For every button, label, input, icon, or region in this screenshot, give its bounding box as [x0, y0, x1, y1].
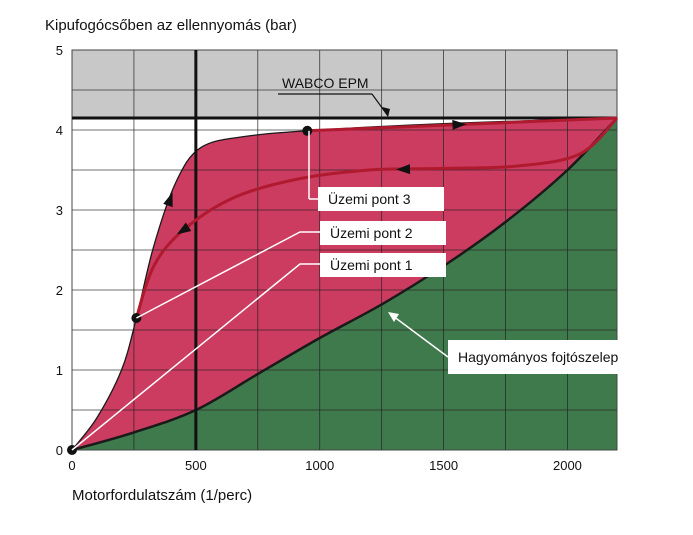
- conventional-throttle-curve: [71, 117, 618, 452]
- wabco-epm-arrowhead: [382, 107, 390, 117]
- x-tick-label: 1500: [429, 458, 458, 473]
- callout-label-throttle: Hagyományos fojtószelep: [458, 349, 619, 365]
- x-axis-title: Motorfordulatszám (1/perc): [72, 487, 252, 504]
- callout-box-1: [320, 253, 446, 277]
- leader-point-1: [71, 263, 320, 451]
- wabco-epm-label: WABCO EPM: [282, 75, 369, 91]
- y-tick-label: 3: [56, 203, 63, 218]
- envelope-outline: [71, 117, 618, 451]
- callout-box-throttle: [448, 340, 656, 374]
- leader-throttle-arrowhead: [388, 312, 399, 322]
- arrow-curve-left: [396, 164, 411, 175]
- callout-label-2: Üzemi pont 2: [330, 224, 413, 241]
- x-tick-label: 1000: [305, 458, 334, 473]
- callout-box-2: [320, 221, 446, 245]
- envelope-region: [72, 118, 617, 450]
- operating-point-marker: [302, 125, 313, 136]
- upper-operating-path: [307, 116, 618, 133]
- x-tick-label: 0: [68, 458, 75, 473]
- y-tick-label: 5: [56, 43, 63, 58]
- callout-label-1: Üzemi pont 1: [330, 256, 413, 273]
- y-axis-title: Kipufogócsőben az ellennyomás (bar): [45, 17, 297, 34]
- y-tick-label: 0: [56, 443, 63, 458]
- x-tick-label: 2000: [553, 458, 582, 473]
- plot-area: WABCO EPM Üzemi pont 3 Üzemi pont 2 Üzemi p…: [56, 43, 656, 473]
- x-tick-label: 500: [185, 458, 207, 473]
- operating-curve: [134, 116, 619, 319]
- callout-label-3: Üzemi pont 3: [328, 190, 411, 207]
- plot-border: [71, 49, 618, 451]
- arrow-up-envelope: [163, 192, 173, 208]
- callout-box-3: [318, 187, 444, 211]
- leader-point-2: [136, 231, 320, 319]
- wabco-band: [72, 50, 617, 118]
- y-tick-label: 4: [56, 123, 63, 138]
- y-tick-label: 1: [56, 363, 63, 378]
- y-tick-label: 2: [56, 283, 63, 298]
- leader-throttle: [392, 315, 449, 358]
- arrow-curve-down: [176, 222, 192, 235]
- arrow-top-right: [452, 119, 467, 130]
